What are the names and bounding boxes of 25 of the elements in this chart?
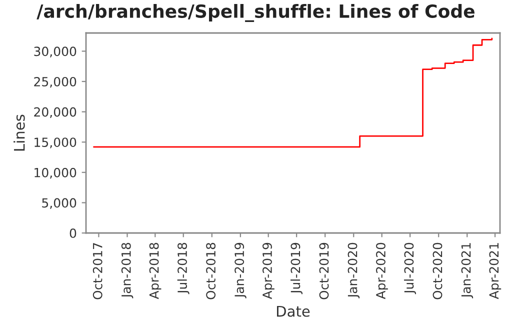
x-axis-title: Date: [277, 306, 310, 317]
x-tick-label: Jan-2018: [121, 242, 134, 298]
y-tick-label: 25,000: [34, 76, 76, 88]
x-tick-label: Apr-2019: [262, 242, 274, 300]
x-tick-label: Oct-2020: [432, 242, 442, 300]
x-tick-label: Jul-2020: [404, 242, 416, 294]
x-tick-label: Oct-2018: [206, 242, 216, 300]
y-axis-title: Lines: [14, 114, 25, 151]
x-tick-label: Jan-2019: [234, 242, 246, 298]
y-tick-label: 15,000: [34, 138, 76, 148]
y-tick-label: 5,000: [42, 198, 76, 209]
x-tick-label: Apr-2020: [376, 242, 388, 300]
y-tick-label: 20,000: [34, 107, 76, 118]
x-tick-label: Jan-2020: [348, 242, 360, 298]
x-tick-label: Apr-2018: [149, 242, 162, 300]
x-tick-label: Jul-2019: [290, 242, 303, 294]
x-tick-label: Oct-2017: [92, 243, 102, 300]
x-tick-label: Jul-2018: [177, 242, 190, 294]
y-tick-label: 0: [70, 228, 76, 238]
x-tick-label: Jan-2021: [461, 243, 474, 298]
chart-title: /arch/branches/Spell_shuffle: Lines of Code: [36, 4, 474, 22]
y-tick-label: 30,000: [34, 46, 76, 58]
y-tick-label: 10,000: [34, 168, 76, 179]
x-tick-label: Oct-2019: [319, 242, 329, 300]
x-tick-label: Apr-2021: [489, 243, 502, 300]
